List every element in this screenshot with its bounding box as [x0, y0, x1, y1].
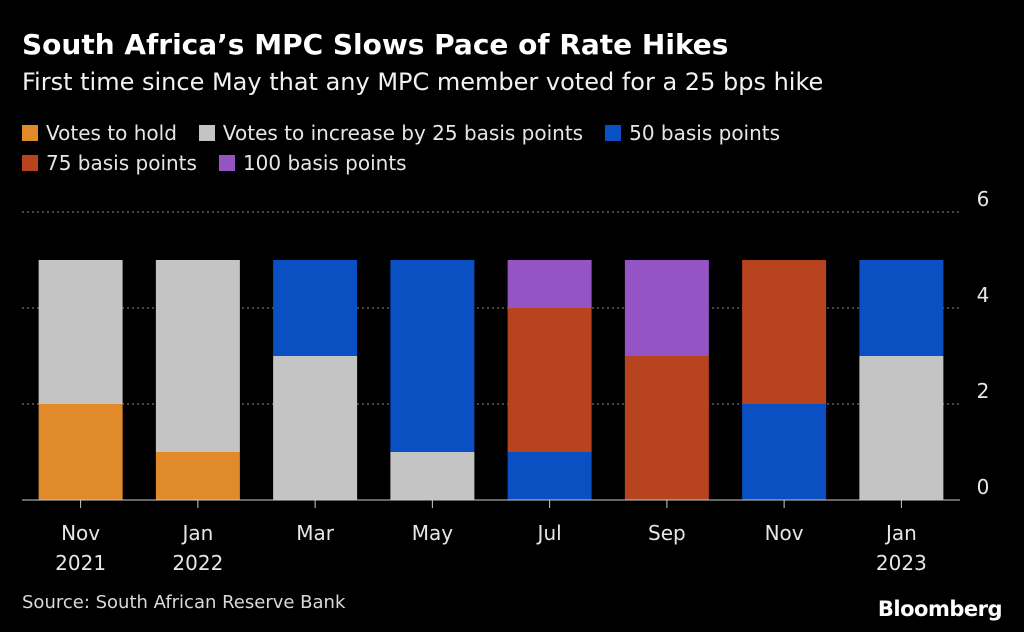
legend-item: 50 basis points	[605, 121, 780, 145]
x-tick-year-label: 2022	[172, 551, 223, 575]
bar-segment	[390, 452, 475, 500]
source-note: Source: South African Reserve Bank	[22, 592, 346, 613]
y-tick-label: 0	[977, 475, 990, 499]
legend-label: 75 basis points	[46, 151, 197, 175]
y-tick-label: 2	[977, 379, 990, 403]
chart-subtitle: First time since May that any MPC member…	[22, 68, 824, 96]
legend-row: Votes to hold Votes to increase by 25 bas…	[22, 118, 922, 148]
bloomberg-logo: Bloomberg	[877, 597, 1003, 621]
bar-segment	[742, 260, 827, 404]
y-tick-label: 4	[977, 283, 990, 307]
bar-segment	[859, 260, 944, 356]
legend-item: Votes to hold	[22, 121, 177, 145]
legend-swatch	[22, 125, 38, 141]
bar-segment	[155, 452, 240, 500]
bar-segment	[742, 404, 827, 500]
x-tick-year-label: 2021	[55, 551, 106, 575]
legend-label: 50 basis points	[629, 121, 781, 145]
bar-segment	[507, 308, 592, 452]
x-tick-label: Nov	[765, 521, 804, 545]
bar-segment	[624, 260, 709, 356]
legend-label: Votes to hold	[46, 121, 177, 145]
legend-swatch	[218, 155, 235, 171]
x-tick-label: Sep	[648, 521, 686, 545]
x-tick-label: Jan	[884, 521, 917, 545]
x-tick-year-label: 2023	[876, 551, 927, 575]
x-tick-label: Jul	[536, 521, 562, 545]
bar-segment	[507, 260, 592, 308]
bar-segment	[273, 356, 358, 500]
bar-segment	[624, 356, 709, 500]
x-tick-label: Jan	[180, 521, 213, 545]
bar-segment	[390, 260, 475, 452]
bar-segment	[38, 404, 123, 500]
legend-label: 100 basis points	[242, 151, 407, 175]
y-tick-label: 6	[977, 187, 990, 211]
legend-item: 75 basis points	[22, 151, 197, 175]
legend: Votes to hold Votes to increase by 25 bas…	[22, 118, 922, 178]
bar-segment	[38, 260, 123, 404]
legend-swatch	[198, 125, 215, 141]
legend-row: 75 basis points 100 basis points	[22, 148, 922, 178]
x-tick-label: Mar	[296, 521, 335, 545]
x-tick-label: May	[412, 521, 454, 545]
bar-segment	[155, 260, 240, 452]
bar-segment	[859, 356, 944, 500]
bar-segment	[273, 260, 358, 356]
chart-title: South Africa’s MPC Slows Pace of Rate Hi…	[22, 28, 729, 61]
legend-item: Votes to increase by 25 basis points	[198, 121, 584, 145]
legend-item: 100 basis points	[218, 151, 407, 175]
x-tick-label: Nov	[61, 521, 100, 545]
bar-segment	[507, 452, 592, 500]
legend-label: Votes to increase by 25 basis points	[222, 121, 584, 145]
legend-swatch	[22, 155, 38, 171]
legend-swatch	[605, 125, 622, 141]
